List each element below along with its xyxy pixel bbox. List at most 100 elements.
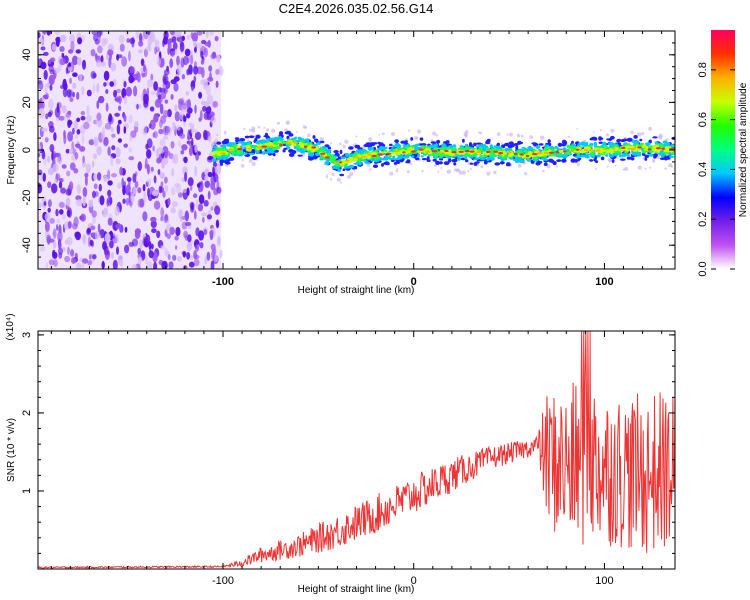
signal-blob — [621, 154, 627, 158]
halo-dot — [637, 132, 642, 137]
noise-blob — [82, 161, 86, 168]
signal-blob — [595, 160, 599, 164]
noise-blob — [174, 104, 178, 112]
noise-blob — [40, 101, 45, 110]
noise-blob — [126, 38, 130, 43]
noise-blob — [89, 239, 94, 246]
halo-dot — [263, 126, 266, 129]
signal-blob — [224, 140, 229, 144]
halo-dot — [644, 167, 647, 170]
signal-blob — [529, 154, 536, 158]
noise-blob — [160, 91, 166, 100]
noise-blob — [164, 213, 169, 222]
signal-blob — [462, 138, 465, 143]
signal-core — [661, 147, 666, 150]
x-tick-label: -100 — [212, 575, 234, 587]
noise-blob — [188, 261, 195, 268]
signal-blob — [518, 141, 524, 145]
halo-dot — [628, 142, 631, 144]
noise-blob — [204, 175, 209, 182]
noise-blob — [70, 249, 75, 257]
signal-blob — [645, 142, 651, 146]
signal-blob — [566, 144, 570, 148]
noise-blob — [103, 136, 109, 146]
signal-blob — [304, 143, 308, 146]
signal-blob — [645, 145, 649, 150]
noise-blob — [112, 259, 118, 269]
noise-blob — [116, 88, 121, 94]
noise-blob — [38, 58, 41, 67]
noise-blob — [163, 76, 167, 85]
noise-blob — [117, 54, 123, 59]
signal-blob — [267, 149, 272, 153]
colorbar: 0.0 0.2 0.4 0.6 0.8 Normalized spectral ampl… — [697, 30, 749, 277]
signal-blob — [279, 131, 283, 136]
signal-blob — [245, 145, 251, 148]
noise-blob — [82, 234, 87, 244]
noise-blob — [163, 87, 168, 94]
noise-blob — [72, 72, 78, 77]
noise-blob — [131, 238, 139, 247]
noise-blob — [186, 187, 190, 196]
noise-blob — [169, 50, 175, 57]
noise-blob — [98, 119, 103, 126]
halo-dot — [251, 128, 256, 133]
halo-dot — [265, 128, 270, 132]
signal-blob — [425, 147, 431, 151]
noise-blob — [65, 112, 72, 118]
noise-blob — [72, 127, 75, 135]
signal-blob — [552, 161, 557, 166]
noise-blob — [125, 86, 132, 97]
noise-blob — [63, 134, 67, 145]
noise-blob — [214, 36, 219, 42]
signal-blob — [234, 137, 240, 140]
noise-blob — [164, 99, 168, 104]
halo-dot — [355, 135, 358, 138]
signal-blob — [659, 143, 664, 148]
noise-blob — [156, 86, 161, 93]
signal-blob — [364, 161, 371, 164]
noise-blob — [137, 161, 142, 172]
signal-blob — [476, 142, 482, 145]
noise-blob — [210, 243, 216, 251]
noise-blob — [188, 122, 192, 128]
signal-blob — [531, 142, 537, 145]
noise-blob — [90, 49, 96, 57]
signal-core — [485, 150, 491, 154]
signal-blob — [596, 154, 601, 158]
noise-blob — [170, 207, 176, 214]
noise-blob — [55, 157, 60, 162]
noise-blob — [195, 244, 199, 252]
signal-blob — [299, 144, 304, 148]
noise-blob — [74, 134, 78, 140]
signal-core — [513, 152, 518, 155]
signal-blob — [540, 153, 546, 156]
spectrogram-y-axis-label: Frequency (Hz) — [6, 116, 17, 185]
halo-dot — [347, 174, 351, 179]
noise-blob — [122, 185, 126, 196]
signal-core — [220, 152, 226, 155]
noise-blob — [53, 259, 58, 267]
halo-dot — [330, 142, 333, 145]
signal-core — [261, 145, 268, 148]
signal-blob — [606, 138, 610, 141]
signal-blob — [404, 145, 409, 150]
halo-dot — [464, 130, 469, 134]
signal-blob — [557, 142, 563, 147]
noise-blob — [41, 150, 46, 160]
colorbar-tick-label: 0.0 — [697, 261, 709, 276]
noise-blob — [58, 247, 63, 255]
halo-dot — [637, 165, 642, 170]
noise-blob — [206, 214, 212, 220]
signal-blob — [446, 147, 451, 150]
noise-blob — [98, 33, 101, 44]
signal-blob — [610, 135, 615, 140]
noise-blob — [156, 157, 162, 164]
noise-blob — [59, 209, 64, 215]
noise-blob — [219, 249, 223, 259]
noise-blob — [157, 94, 162, 100]
noise-blob — [107, 115, 114, 125]
noise-blob — [44, 212, 51, 222]
signal-blob — [457, 156, 461, 161]
noise-blob — [66, 89, 72, 98]
